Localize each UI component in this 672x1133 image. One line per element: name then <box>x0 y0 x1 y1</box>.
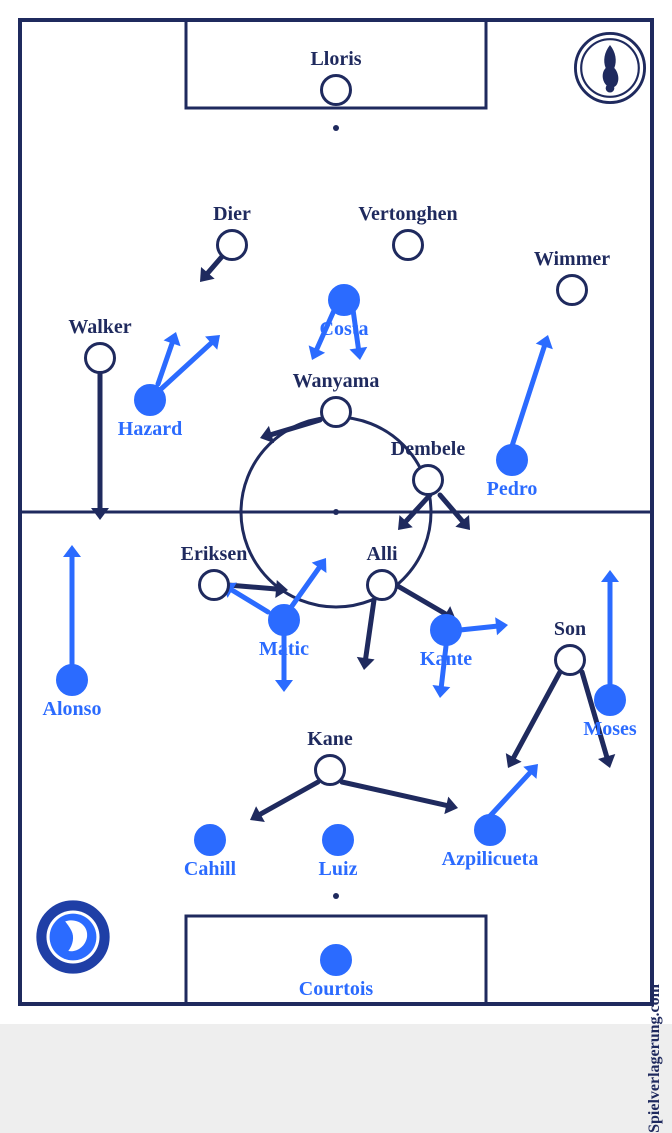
player-label-son: Son <box>554 618 586 641</box>
player-label-matic: Matic <box>259 638 309 661</box>
player-son <box>554 644 586 676</box>
player-lloris <box>320 74 352 106</box>
player-label-azpilicueta: Azpilicueta <box>442 848 539 871</box>
player-azpilicueta <box>474 814 506 846</box>
player-label-costa: Costa <box>320 318 369 341</box>
player-label-walker: Walker <box>68 316 131 339</box>
tactics-diagram: { "canvas": { "width": 672, "height": 10… <box>0 0 672 1024</box>
player-label-wimmer: Wimmer <box>534 248 610 271</box>
player-label-kante: Kante <box>420 648 472 671</box>
player-costa <box>328 284 360 316</box>
player-kante <box>430 614 462 646</box>
player-label-hazard: Hazard <box>118 418 182 441</box>
player-label-pedro: Pedro <box>487 478 538 501</box>
player-label-lloris: Lloris <box>310 48 361 71</box>
player-courtois <box>320 944 352 976</box>
player-label-dembele: Dembele <box>391 438 465 461</box>
player-kane <box>314 754 346 786</box>
player-label-cahill: Cahill <box>184 858 236 881</box>
spurs-crest-icon <box>574 32 646 104</box>
player-wimmer <box>556 274 588 306</box>
player-label-courtois: Courtois <box>299 978 373 1001</box>
player-pedro <box>496 444 528 476</box>
player-vertonghen <box>392 229 424 261</box>
player-label-moses: Moses <box>583 718 636 741</box>
player-hazard <box>134 384 166 416</box>
player-label-eriksen: Eriksen <box>181 543 248 566</box>
player-label-wanyama: Wanyama <box>293 370 380 393</box>
player-eriksen <box>198 569 230 601</box>
player-dier <box>216 229 248 261</box>
spurs-badge <box>574 32 646 104</box>
player-moses <box>594 684 626 716</box>
player-dembele <box>412 464 444 496</box>
player-label-alli: Alli <box>366 543 397 566</box>
player-label-kane: Kane <box>307 728 353 751</box>
player-label-dier: Dier <box>213 203 251 226</box>
player-walker <box>84 342 116 374</box>
player-label-vertonghen: Vertonghen <box>358 203 457 226</box>
player-cahill <box>194 824 226 856</box>
player-alonso <box>56 664 88 696</box>
player-label-luiz: Luiz <box>319 858 358 881</box>
source-watermark: Spielverlagerung.com <box>646 984 664 1133</box>
player-alli <box>366 569 398 601</box>
player-luiz <box>322 824 354 856</box>
player-matic <box>268 604 300 636</box>
chelsea-crest-icon <box>34 898 112 976</box>
player-wanyama <box>320 396 352 428</box>
player-label-alonso: Alonso <box>43 698 102 721</box>
chelsea-badge <box>34 898 112 976</box>
